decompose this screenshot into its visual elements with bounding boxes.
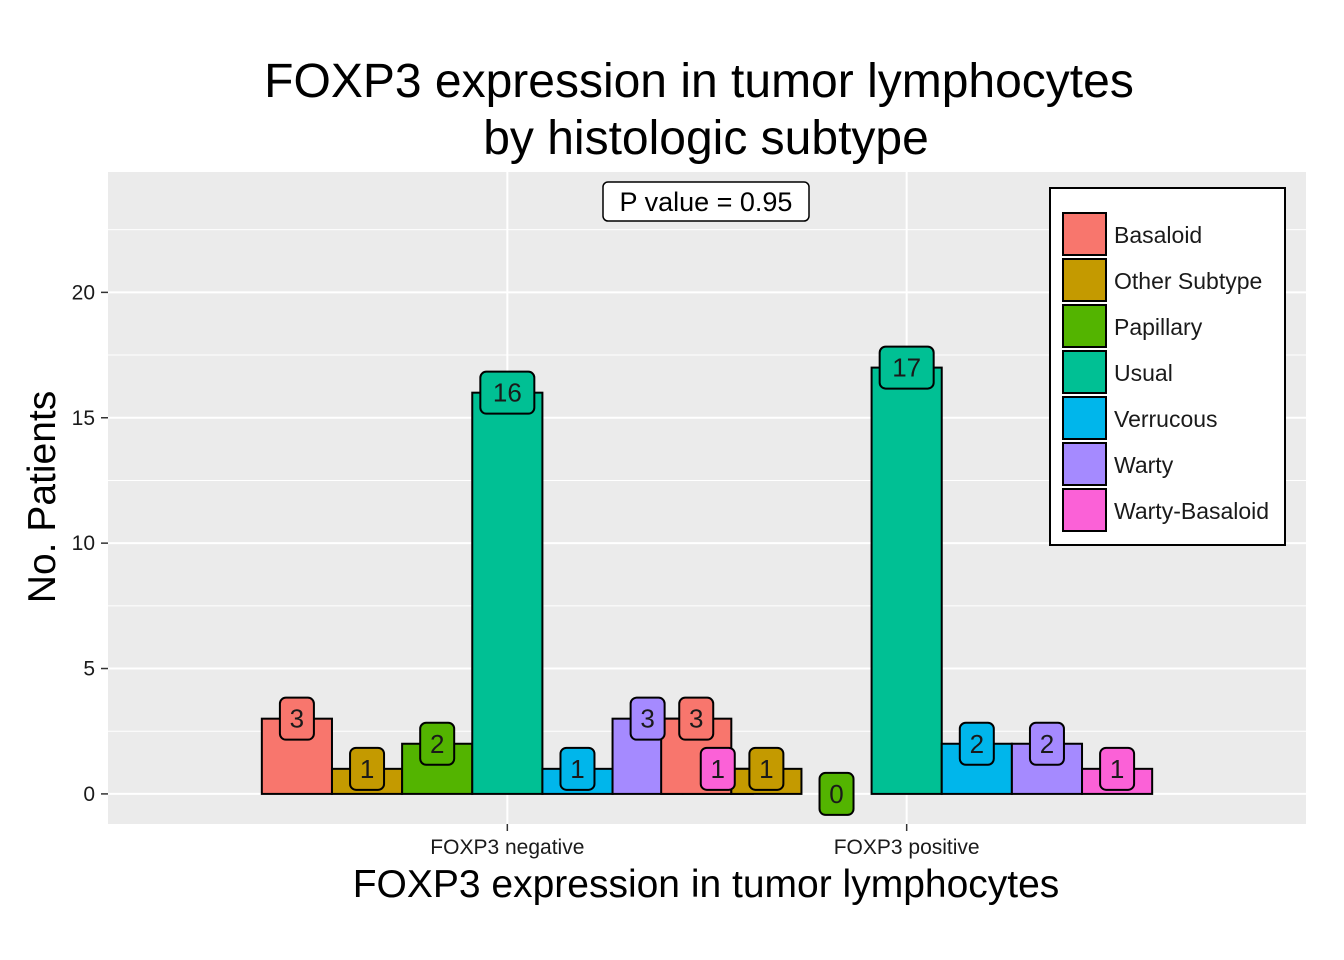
x-tick-label: FOXP3 positive xyxy=(834,836,980,859)
data-label: 1 xyxy=(559,746,596,791)
data-label-box xyxy=(678,696,715,741)
data-label: 2 xyxy=(1028,721,1065,766)
data-label-box xyxy=(958,721,995,766)
legend-key xyxy=(1062,212,1107,256)
legend: Basaloid Other Subtype Papillary Usual Verru… xyxy=(1049,187,1286,546)
pvalue-box xyxy=(602,181,810,222)
data-label-box xyxy=(559,746,596,791)
y-axis-title: No. Patients xyxy=(21,391,64,603)
x-axis: FOXP3 negative FOXP3 positive xyxy=(430,824,980,859)
legend-label: Usual xyxy=(1114,360,1173,386)
data-label: 0 xyxy=(818,771,855,816)
data-label: 16 xyxy=(479,370,536,415)
y-tick-label: 15 xyxy=(72,407,95,430)
data-label-text: 17 xyxy=(892,353,921,383)
bar-usual xyxy=(471,391,544,795)
data-label: 3 xyxy=(678,696,715,741)
legend-label: Warty xyxy=(1114,452,1174,478)
data-label-text: 0 xyxy=(829,779,843,809)
data-label: 1 xyxy=(349,746,386,791)
legend-key xyxy=(1062,350,1107,394)
data-label-box xyxy=(818,771,855,816)
data-label-box xyxy=(419,721,456,766)
data-label: 17 xyxy=(878,345,935,390)
data-label: 1 xyxy=(1099,746,1136,791)
data-label-box xyxy=(349,746,386,791)
legend-label: Other Subtype xyxy=(1114,268,1262,294)
data-label-text: 3 xyxy=(290,704,304,734)
data-label: 3 xyxy=(629,696,666,741)
data-label: 2 xyxy=(419,721,456,766)
data-label-text: 2 xyxy=(970,729,984,759)
legend-key xyxy=(1062,442,1107,486)
x-axis-title: FOXP3 expression in tumor lymphocytes xyxy=(353,863,1060,906)
legend-label: Basaloid xyxy=(1114,222,1202,248)
data-label-text: 1 xyxy=(1110,754,1124,784)
data-label-box xyxy=(748,746,785,791)
x-tick-label: FOXP3 negative xyxy=(430,836,584,859)
data-label-text: 3 xyxy=(689,704,703,734)
data-label-box xyxy=(629,696,666,741)
data-label: 3 xyxy=(278,696,315,741)
y-tick-label: 10 xyxy=(72,532,95,555)
data-label: 2 xyxy=(958,721,995,766)
legend-label: Verrucous xyxy=(1114,406,1218,432)
bar-usual xyxy=(870,366,943,795)
data-label-text: 16 xyxy=(493,378,522,408)
data-label-box xyxy=(699,746,736,791)
legend-label: Papillary xyxy=(1114,314,1203,340)
pvalue-text: P value = 0.95 xyxy=(620,187,793,217)
data-label-text: 2 xyxy=(430,729,444,759)
data-label-box xyxy=(878,345,935,390)
y-axis: 0 5 10 15 20 xyxy=(72,281,108,806)
data-label-text: 1 xyxy=(570,754,584,784)
y-tick-label: 20 xyxy=(72,281,95,304)
data-label-box xyxy=(1028,721,1065,766)
pvalue-annotation: P value = 0.95 xyxy=(602,181,810,222)
y-tick-label: 5 xyxy=(83,658,95,681)
data-label-text: 2 xyxy=(1040,729,1054,759)
legend-key xyxy=(1062,258,1107,302)
data-label-box xyxy=(479,370,536,415)
data-label-box xyxy=(1099,746,1136,791)
data-label-text: 3 xyxy=(640,704,654,734)
data-label-text: 1 xyxy=(711,754,725,784)
data-label: 1 xyxy=(699,746,736,791)
data-label-text: 1 xyxy=(360,754,374,784)
legend-key xyxy=(1062,488,1107,532)
y-tick-label: 0 xyxy=(83,783,95,806)
data-label-text: 1 xyxy=(759,754,773,784)
legend-key xyxy=(1062,304,1107,348)
chart-title-line-1: FOXP3 expression in tumor lymphocytes xyxy=(264,55,1134,108)
legend-key xyxy=(1062,396,1107,440)
chart-title-line-2: by histologic subtype xyxy=(483,112,929,165)
data-label: 1 xyxy=(748,746,785,791)
legend-label: Warty-Basaloid xyxy=(1114,498,1269,524)
data-label-box xyxy=(278,696,315,741)
